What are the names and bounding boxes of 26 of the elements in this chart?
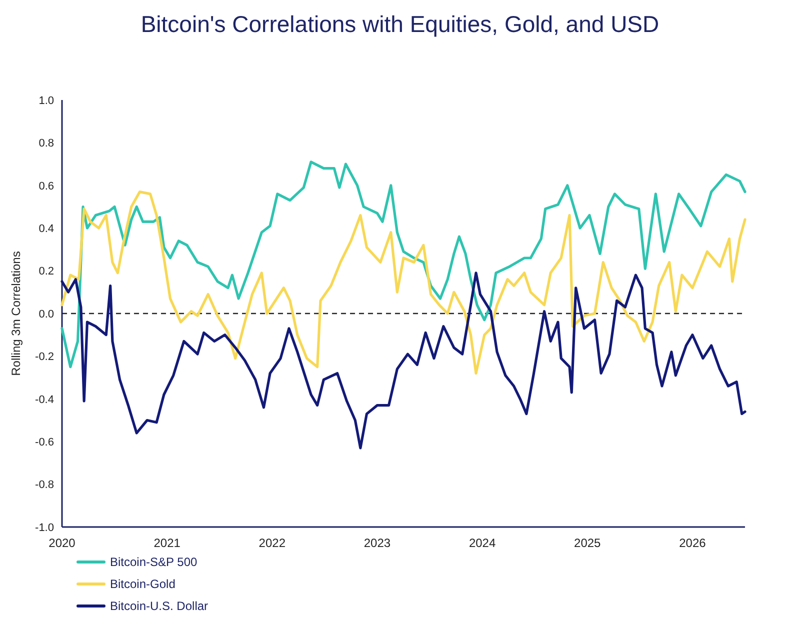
legend-label: Bitcoin-Gold: [110, 577, 176, 592]
y-tick-label: -0.6: [35, 436, 54, 448]
y-tick-label: 1.0: [38, 94, 54, 107]
y-tick-label: -1.0: [35, 522, 54, 534]
chart-title: Bitcoin's Correlations with Equities, Gold, and USD: [140, 11, 660, 37]
line-series: [60, 160, 746, 368]
legend-label: Bitcoin-U.S. Dollar: [110, 599, 208, 614]
line-series: [60, 190, 746, 375]
y-tick-label: -0.4: [35, 394, 54, 406]
y-tick-label: -0.8: [35, 479, 54, 492]
x-tick-label: 2021: [154, 536, 181, 550]
x-tick-label: 2022: [258, 536, 286, 550]
x-tick-label: 2026: [679, 536, 706, 550]
legend-label: Bitcoin-S&P 500: [110, 555, 198, 570]
line-series: [60, 272, 746, 450]
y-tick-label: 0.0: [38, 308, 54, 320]
y-tick-label: 0.4: [38, 222, 54, 235]
x-tick-label: 2020: [48, 536, 76, 550]
x-tick-label: 2023: [364, 536, 391, 550]
y-tick-label: -0.2: [35, 351, 54, 364]
y-tick-label: 0.6: [38, 180, 54, 192]
y-axis-title: Rolling 3m Correlations: [9, 251, 23, 376]
x-tick-label: 2024: [468, 536, 496, 550]
x-tick-label: 2025: [574, 536, 602, 550]
y-tick-label: 0.2: [38, 266, 54, 278]
y-tick-label: 0.8: [38, 138, 54, 150]
